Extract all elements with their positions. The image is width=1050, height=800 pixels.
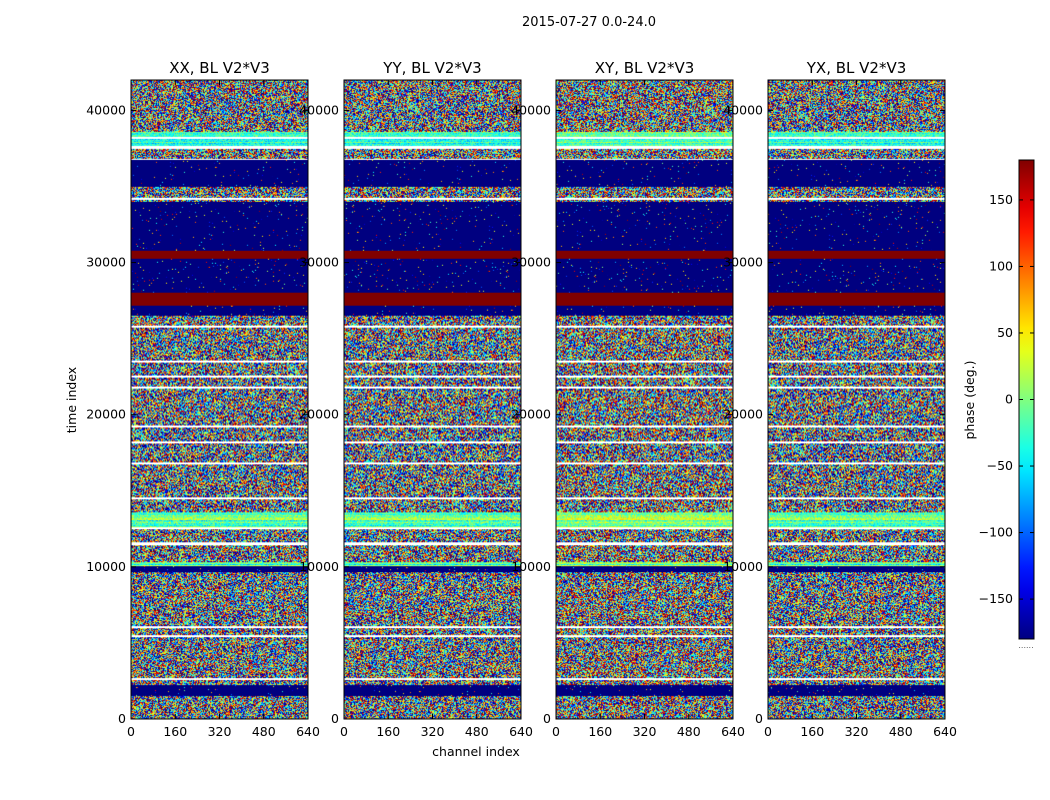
y-tick-label: 40000 [723, 102, 763, 117]
x-tick-label: 0 [127, 724, 135, 739]
y-tick-label: 10000 [511, 559, 551, 574]
x-tick-label: 160 [163, 724, 187, 739]
x-tick-label: 320 [421, 724, 445, 739]
y-tick-label: 10000 [299, 559, 339, 574]
x-tick-label: 480 [465, 724, 489, 739]
figure-title: 2015-07-27 0.0-24.0 [522, 15, 656, 30]
y-tick-label: 20000 [86, 407, 126, 422]
x-tick-label: 160 [376, 724, 400, 739]
x-tick-label: 640 [296, 724, 320, 739]
colorbar-tick-label: 100 [989, 258, 1013, 273]
y-tick-label: 0 [118, 711, 126, 726]
colorbar-tick-label: −100 [979, 525, 1013, 540]
x-tick-label: 640 [509, 724, 533, 739]
panel-2: YY, BL V2*V3 0 160 320 480 640 0 10000 20000 3000… [299, 59, 533, 739]
y-tick-label: 0 [543, 711, 551, 726]
panels: XX, BL V2*V3 0 160 320 480 640 0 10000 20000 3000… [86, 59, 957, 739]
colorbar-tick-label: 0 [1005, 392, 1013, 407]
panel-4: YX, BL V2*V3 0 160 320 480 640 0 10000 20000 3000… [723, 59, 957, 739]
y-tick-label: 20000 [299, 407, 339, 422]
x-tick-label: 320 [208, 724, 232, 739]
y-tick-label: 10000 [723, 559, 763, 574]
y-tick-label: 40000 [299, 102, 339, 117]
x-tick-label: 0 [552, 724, 560, 739]
y-tick-label: 0 [331, 711, 339, 726]
colorbar-tick-label: −50 [987, 458, 1013, 473]
y-tick-label: 30000 [511, 255, 551, 270]
panel-1: XX, BL V2*V3 0 160 320 480 640 0 10000 20000 3000… [86, 59, 320, 739]
x-tick-label: 320 [845, 724, 869, 739]
colorbar-footer: ...... [1018, 641, 1033, 650]
x-tick-label: 160 [588, 724, 612, 739]
colorbar-label: phase (deg.) [962, 361, 977, 440]
x-tick-label: 0 [764, 724, 772, 739]
x-tick-label: 480 [677, 724, 701, 739]
x-tick-label: 640 [933, 724, 957, 739]
colorbar: 150 100 50 0 −50 −100 −150 phase (deg.)...... [962, 159, 1035, 650]
colorbar-tick-label: 150 [989, 192, 1013, 207]
heatmap-2 [344, 80, 521, 719]
y-tick-label: 0 [755, 711, 763, 726]
y-tick-label: 40000 [511, 102, 551, 117]
colorbar-tick-label: −150 [979, 591, 1013, 606]
x-tick-label: 160 [800, 724, 824, 739]
y-tick-label: 30000 [723, 255, 763, 270]
x-tick-label: 0 [340, 724, 348, 739]
x-tick-label: 480 [889, 724, 913, 739]
x-tick-label: 320 [633, 724, 657, 739]
x-tick-label: 640 [721, 724, 745, 739]
x-axis-label: channel index [432, 744, 520, 759]
x-tick-label: 480 [252, 724, 276, 739]
y-tick-label: 20000 [511, 407, 551, 422]
y-tick-label: 30000 [86, 255, 126, 270]
panel-title: XY, BL V2*V3 [595, 59, 695, 77]
y-axis-label: time index [64, 367, 79, 433]
colorbar-tick-label: 50 [997, 325, 1013, 340]
y-tick-label: 10000 [86, 559, 126, 574]
heatmap-4 [768, 80, 945, 719]
panel-title: YX, BL V2*V3 [806, 59, 907, 77]
panel-title: XX, BL V2*V3 [169, 59, 270, 77]
heatmap-3 [556, 80, 733, 719]
heatmap-1 [131, 80, 308, 719]
y-tick-label: 40000 [86, 102, 126, 117]
panel-title: YY, BL V2*V3 [382, 59, 481, 77]
y-tick-label: 30000 [299, 255, 339, 270]
panel-3: XY, BL V2*V3 0 160 320 480 640 0 10000 20000 3000… [511, 59, 745, 739]
y-tick-label: 20000 [723, 407, 763, 422]
